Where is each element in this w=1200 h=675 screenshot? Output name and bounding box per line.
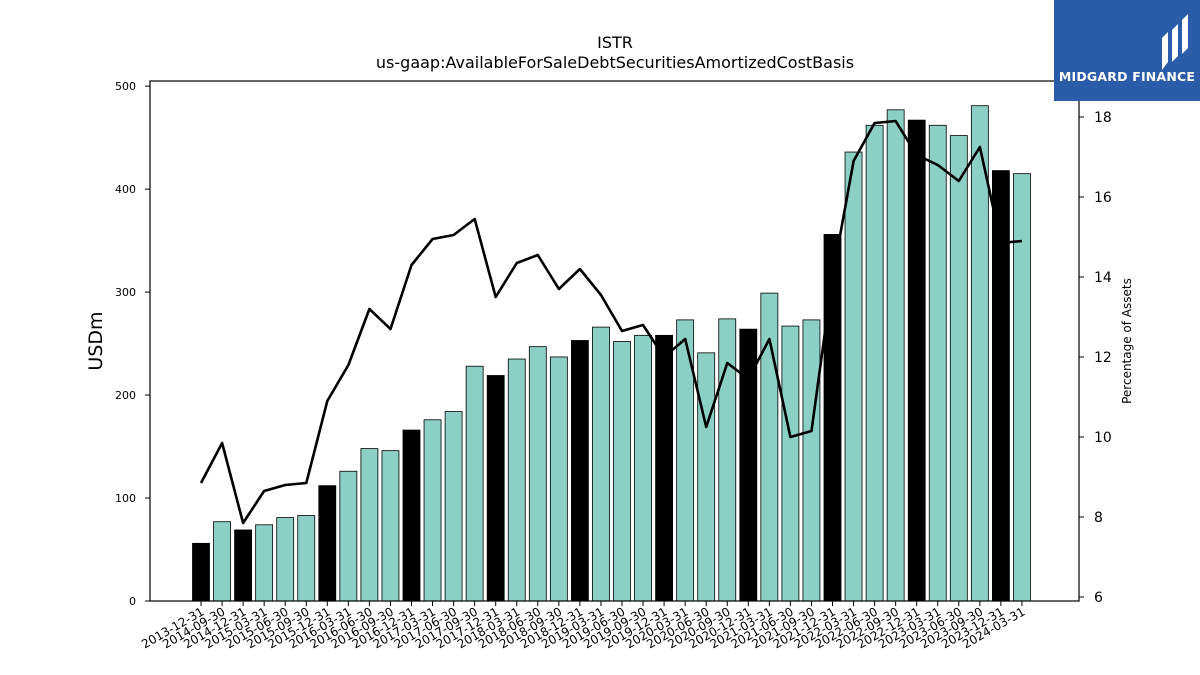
y2-tick-label: 14 [1094, 270, 1112, 286]
bar-2019-09-30 [634, 334, 652, 602]
bar-2022-09-30 [886, 109, 905, 602]
y2-tick-label: 16 [1094, 190, 1112, 206]
bar-2023-03-31 [928, 124, 947, 602]
bar-2015-12-31 [318, 485, 337, 602]
bar-2014-12-31 [234, 529, 253, 602]
bar-2018-12-31 [571, 340, 589, 602]
x-axis: 2013-12-312014-09-302014-12-312015-03-31… [139, 601, 1027, 651]
bar-2016-09-30 [381, 450, 400, 602]
bar-2018-06-30 [528, 346, 547, 602]
y2-axis-label: Percentage of Assets [1120, 278, 1134, 404]
line-series [199, 119, 1023, 525]
bar-2018-03-31 [507, 358, 526, 602]
y-tick-label: 400 [115, 183, 136, 196]
bar-2018-09-30 [549, 356, 568, 602]
y-tick-label: 200 [115, 389, 136, 402]
y-tick-label: 500 [115, 80, 136, 93]
y-tick-label: 300 [115, 286, 136, 299]
bar-2016-12-31 [402, 429, 421, 602]
y-tick-label: 0 [129, 595, 136, 608]
bar-2021-06-30 [781, 325, 800, 602]
bar-2023-06-30 [949, 135, 968, 602]
bar-2016-06-30 [360, 448, 379, 602]
bar-2014-09-30 [213, 521, 231, 602]
y-axis-right: 6 8 10 12 14 16 18 [1079, 110, 1112, 606]
chart-subtitle: us-gaap:AvailableForSaleDebtSecuritiesAm… [376, 53, 854, 72]
bar-2017-09-30 [465, 365, 484, 602]
bar-2019-06-30 [613, 341, 631, 602]
y2-tick-label: 8 [1094, 510, 1103, 526]
bar-2022-06-30 [865, 124, 884, 602]
bar-2022-03-31 [844, 151, 863, 602]
bar-2015-03-31 [255, 524, 274, 602]
bar-2024-03-31 [1013, 173, 1031, 602]
plot-frame [149, 80, 1080, 602]
y2-tick-label: 12 [1094, 350, 1112, 366]
bar-2017-03-31 [423, 419, 442, 602]
bar-2015-09-30 [297, 515, 316, 602]
y2-tick-label: 10 [1094, 430, 1112, 446]
y-tick-label: 100 [115, 492, 136, 505]
logo-mark-icon [1162, 14, 1188, 70]
bar-2023-12-31 [992, 170, 1010, 602]
bar-2016-03-31 [339, 470, 358, 602]
bar-2017-12-31 [486, 375, 505, 602]
y-axis-left: 0 100 200 300 400 500 [115, 80, 150, 608]
bar-2013-12-31 [192, 542, 210, 602]
chart-title: ISTR [597, 33, 633, 52]
bar-2020-06-30 [697, 352, 716, 602]
bar-series [192, 105, 1031, 602]
bar-2022-12-31 [907, 119, 926, 602]
bar-2020-09-30 [718, 318, 737, 602]
y2-tick-label: 6 [1094, 590, 1103, 606]
midgard-finance-logo: MIDGARD FINANCE [1054, 0, 1200, 101]
y2-tick-label: 18 [1094, 110, 1112, 126]
y-axis-label: USDm [85, 311, 107, 370]
bar-2021-09-30 [802, 319, 821, 602]
bar-2021-12-31 [823, 234, 842, 602]
bar-2019-03-31 [592, 326, 610, 602]
percentage-of-assets-line [199, 119, 1023, 525]
bar-2019-12-31 [655, 334, 673, 602]
bar-2017-06-30 [444, 411, 463, 602]
bar-2015-06-30 [276, 517, 295, 602]
logo-text: MIDGARD FINANCE [1058, 69, 1196, 84]
